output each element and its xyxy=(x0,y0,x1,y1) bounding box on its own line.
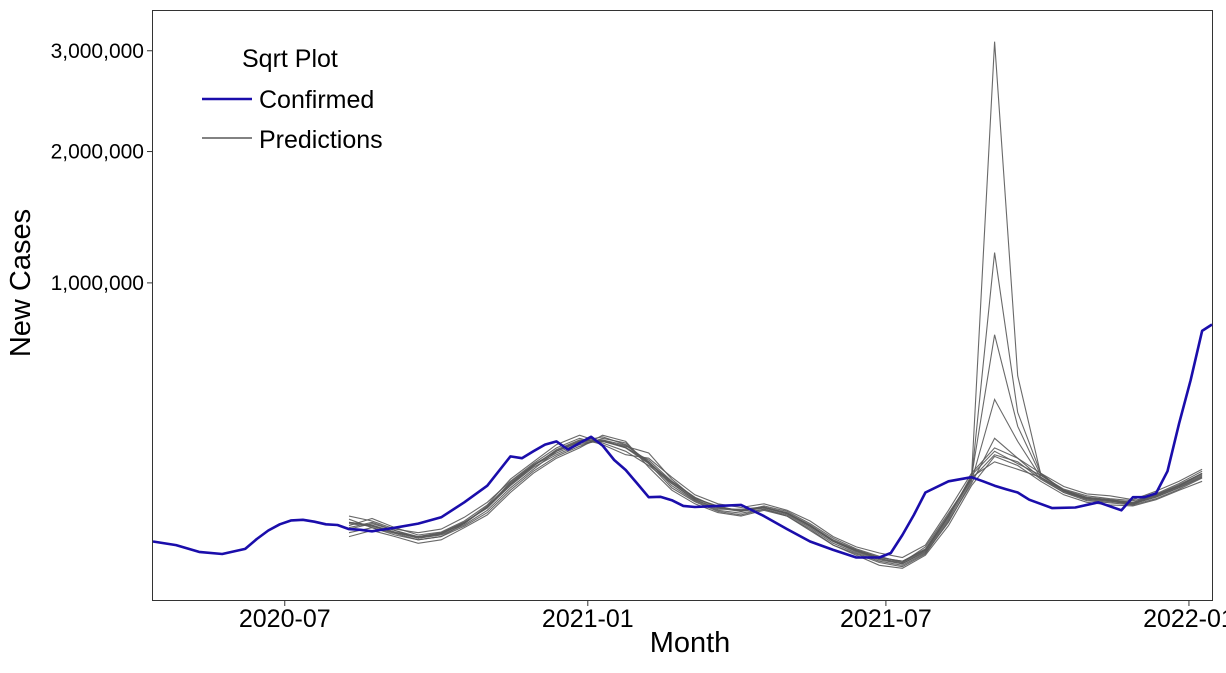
prediction-line xyxy=(348,437,1203,568)
y-tick-label: 3,000,000 xyxy=(51,40,144,63)
y-axis-title: New Cases xyxy=(5,209,37,357)
prediction-line xyxy=(348,439,1203,562)
y-tick-label: 2,000,000 xyxy=(51,141,144,164)
confirmed-line-group xyxy=(152,323,1213,559)
plot-panel-border xyxy=(152,10,1213,601)
legend: Sqrt Plot Confirmed Predictions xyxy=(202,45,383,154)
x-tick-label: 2022-01 xyxy=(1143,605,1226,633)
legend-title: Sqrt Plot xyxy=(242,45,338,73)
y-tick-label: 1,000,000 xyxy=(51,272,144,295)
x-tick-label: 2020-07 xyxy=(239,605,331,633)
x-axis-title: Month xyxy=(650,627,731,659)
x-axis: 2020-07 2021-01 2021-07 2022-01 xyxy=(239,600,1226,633)
prediction-line xyxy=(348,440,1203,564)
prediction-line xyxy=(348,434,1203,565)
predictions-lines xyxy=(348,41,1203,569)
x-tick-label: 2021-07 xyxy=(840,605,932,633)
prediction-line xyxy=(348,334,1203,562)
legend-confirmed-label: Confirmed xyxy=(259,86,374,114)
prediction-line xyxy=(348,437,1203,559)
prediction-line xyxy=(348,434,1203,569)
prediction-line xyxy=(348,41,1203,564)
prediction-line xyxy=(348,397,1203,566)
confirmed-line xyxy=(152,323,1213,559)
x-tick-label: 2021-01 xyxy=(542,605,634,633)
legend-predictions-label: Predictions xyxy=(259,126,383,154)
y-axis: 1,000,000 2,000,000 3,000,000 xyxy=(51,40,153,295)
